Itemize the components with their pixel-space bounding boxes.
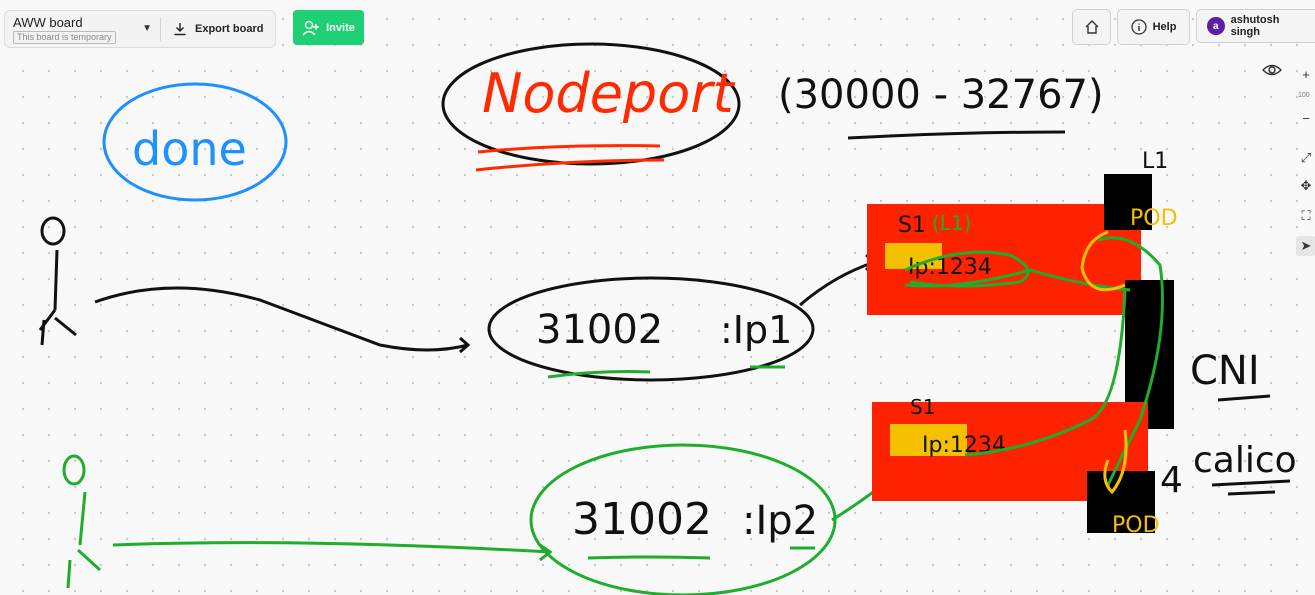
home-icon: [1085, 20, 1098, 34]
ip-highlight-bottom: [890, 424, 967, 456]
port-text-top: 31002: [536, 307, 663, 353]
done-ellipse: [102, 82, 288, 202]
port-underline-bottom: [587, 546, 815, 560]
green-ellipse-ip: [904, 250, 1030, 288]
ip-label-top: Ip:1234: [908, 255, 992, 280]
chevron-down-icon: ▼: [142, 23, 152, 34]
s1-note-top: (L1): [932, 211, 971, 235]
info-icon: [1130, 19, 1147, 35]
user-menu-button[interactable]: a ashutosh singh ▼: [1196, 9, 1315, 43]
ip1-text: :Ip1: [720, 308, 792, 352]
port-ellipse-top: [487, 276, 815, 382]
fit-screen-icon: ⛶: [1301, 208, 1311, 223]
green-link-bottom: [964, 289, 1127, 457]
home-button[interactable]: [1072, 9, 1111, 45]
expand-icon: ⤢: [1300, 150, 1312, 165]
calico-text: calico: [1193, 440, 1297, 481]
ip-label-bottom: Ip:1234: [922, 433, 1006, 458]
yellow-loop-bottom: [1103, 429, 1128, 495]
title-text: Nodeport: [482, 62, 735, 125]
port-ellipse-bottom: [529, 443, 837, 595]
user-figure-black: [38, 216, 471, 354]
arrow-to-node-top: [799, 253, 878, 307]
pod-label-top: POD: [1130, 206, 1178, 231]
title-underline: [475, 144, 665, 172]
plus-icon: +: [1302, 66, 1310, 82]
download-icon: [174, 23, 186, 36]
user-name: ashutosh singh: [1230, 14, 1280, 38]
avatar: a: [1207, 17, 1225, 35]
yellow-loop-top: [1080, 230, 1126, 292]
fullscreen-button[interactable]: ⤢: [1296, 148, 1315, 168]
zoom-level: 100: [1298, 92, 1310, 99]
help-button[interactable]: Help: [1117, 9, 1190, 45]
invite-button[interactable]: Invite: [293, 10, 364, 45]
move-icon: ✥: [1300, 178, 1312, 193]
node-label-l1: L1: [1142, 149, 1168, 174]
add-user-icon: [302, 20, 320, 35]
port-underline-top: [547, 365, 785, 379]
cni-text: CNI: [1190, 348, 1260, 394]
done-text: done: [132, 122, 247, 176]
board-name-dropdown[interactable]: AWW board This board is temporary ▼: [5, 11, 160, 47]
export-board-label: Export board: [195, 23, 264, 35]
range-text: (30000 - 32767): [778, 72, 1104, 118]
ip-highlight-top: [885, 243, 942, 269]
pod-block-bottom: [1087, 471, 1155, 533]
board-toolbar: AWW board This board is temporary ▼ Expo…: [4, 10, 277, 48]
range-underline: [847, 130, 1066, 140]
pointer-icon: ➤: [1300, 238, 1312, 253]
move-tool-button[interactable]: ✥: [1296, 176, 1315, 196]
calico-underline: [1211, 479, 1291, 496]
invite-label: Invite: [326, 21, 355, 34]
board-title: AWW board: [13, 15, 83, 30]
pod-block-top: [1104, 174, 1152, 230]
eye-icon[interactable]: [1262, 62, 1282, 78]
fit-screen-button[interactable]: ⛶: [1296, 206, 1315, 226]
calico-number: 4: [1160, 460, 1183, 501]
s1-label-bottom: S1: [910, 395, 935, 419]
pointer-tool-button[interactable]: ➤: [1296, 236, 1315, 256]
toolbar-divider: [160, 17, 161, 41]
user-figure-green: [62, 454, 553, 589]
s1-label-top: S1: [898, 213, 926, 238]
zoom-in-button[interactable]: +: [1296, 64, 1315, 84]
cni-underline: [1217, 394, 1271, 402]
minus-icon: −: [1302, 110, 1310, 126]
zoom-out-button[interactable]: −: [1296, 108, 1315, 128]
board-temporary-badge: This board is temporary: [13, 31, 116, 44]
ip2-text: :Ip2: [742, 498, 818, 544]
pod-label-bottom: POD: [1112, 513, 1160, 538]
help-label: Help: [1152, 21, 1177, 33]
export-board-button[interactable]: Export board: [161, 11, 275, 47]
port-text-bottom: 31002: [572, 494, 712, 545]
title-ellipse: [441, 42, 741, 166]
